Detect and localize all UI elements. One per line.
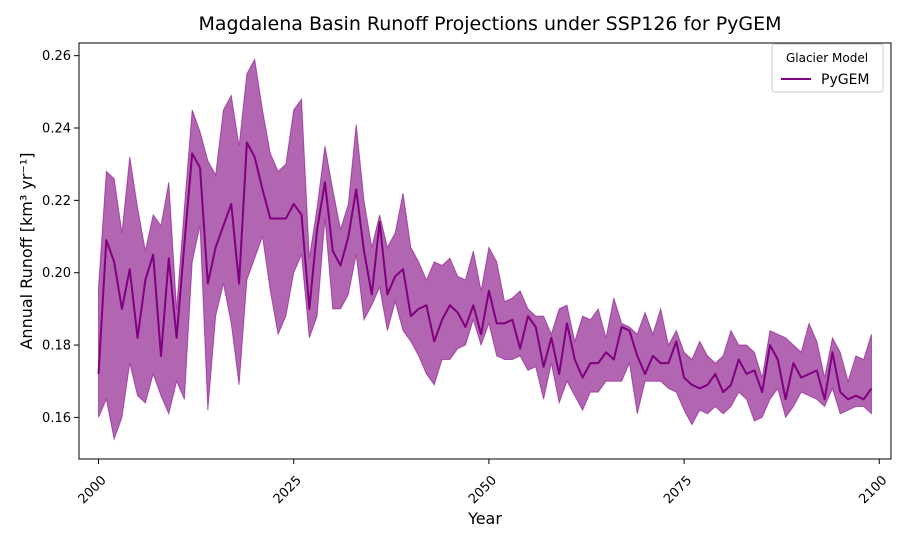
x-tick-label: 2050	[466, 473, 500, 507]
chart-title: Magdalena Basin Runoff Projections under…	[198, 13, 781, 35]
uncertainty-band-pygem	[98, 57, 872, 441]
x-axis-title: Year	[467, 509, 502, 528]
legend-title: Glacier Model	[786, 51, 868, 65]
y-tick-label: 0.24	[42, 122, 71, 137]
x-tick-label: 2025	[271, 473, 305, 507]
series-line-pygem	[97, 141, 873, 401]
legend: Glacier Model PyGEM	[771, 43, 884, 93]
x-tick-label: 2075	[661, 473, 695, 507]
y-tick-label: 0.26	[42, 49, 71, 64]
y-tick-label: 0.20	[42, 266, 71, 281]
y-tick-label: 0.18	[42, 339, 71, 354]
mean-line-layer	[97, 141, 873, 401]
x-tick-label: 2100	[856, 473, 890, 507]
x-tick-label: 2000	[76, 473, 110, 507]
y-tick-label: 0.16	[42, 411, 71, 426]
y-axis: 0.16 0.18 0.20 0.22 0.24 0.26	[42, 49, 79, 426]
uncertainty-band-layer	[98, 57, 872, 441]
y-tick-label: 0.22	[42, 194, 71, 209]
y-axis-title: Annual Runoff [km³ yr⁻¹]	[17, 152, 36, 349]
x-axis: 2000 2025 2050 2075 2100	[76, 459, 890, 507]
legend-entry-pygem: PyGEM	[821, 72, 870, 88]
plot-frame	[78, 42, 892, 460]
